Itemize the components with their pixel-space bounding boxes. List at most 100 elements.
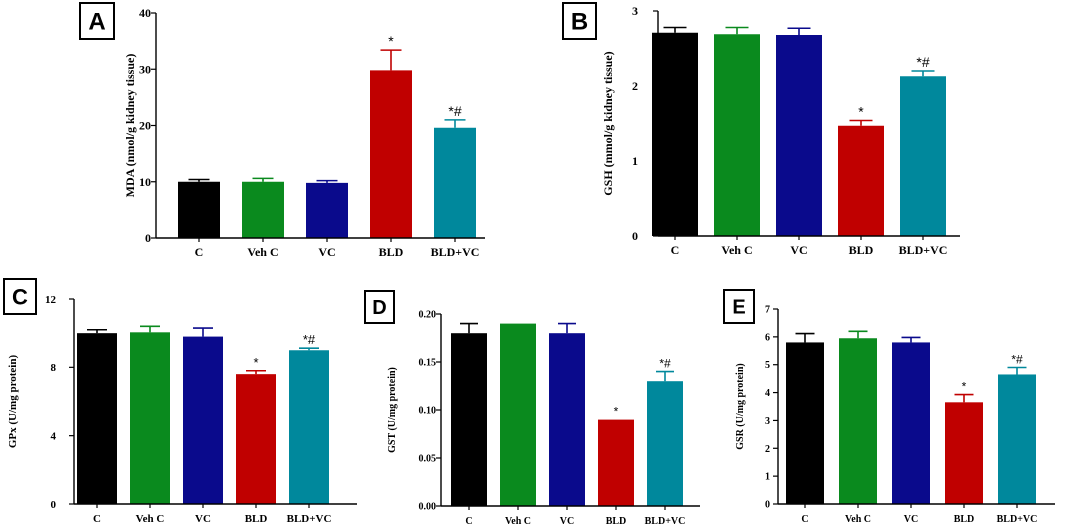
panel-label: B xyxy=(571,9,588,36)
bar-c xyxy=(451,333,487,506)
significance-label: *# xyxy=(916,54,929,70)
chart-panel-a: A C Veh C VC * BLD *# BLD+VC 0 10 20 30 40 MDA (nmol/… xyxy=(79,2,485,259)
y-tick-label: 0.00 xyxy=(419,502,437,513)
y-tick-label: 1 xyxy=(765,472,770,483)
y-axis-label: GPx (U/mg protein) xyxy=(7,355,19,449)
y-tick-label: 40 xyxy=(139,6,151,20)
y-tick-label: 2 xyxy=(765,444,770,455)
y-axis-label: MDA (nmol/g kidney tissue) xyxy=(123,54,137,198)
bar-veh-c xyxy=(242,181,284,238)
chart-panel-c: C C Veh C VC * BLD *# BLD+VC 0 4 8 12 GPx (U/mg prot… xyxy=(3,278,357,525)
chart-panel-d: D C Veh C VC * BLD *# BLD+VC 0.00 0.05 0.10 0.15 0.2… xyxy=(364,290,700,525)
bar-bld-vc xyxy=(647,381,683,506)
bar-vc xyxy=(776,35,822,236)
x-tick-label: BLD xyxy=(379,245,404,259)
x-tick-label: VC xyxy=(195,513,211,525)
x-tick-label: Veh C xyxy=(721,243,752,257)
bar-c xyxy=(786,342,824,504)
chart-panel-e: E C Veh C VC * BLD *# BLD+VC 0 1 2 3 4 5 6 7 GSR (U/mg p… xyxy=(723,289,1055,525)
x-tick-label: C xyxy=(93,513,101,525)
y-tick-label: 0.15 xyxy=(419,358,437,369)
panel-label-box xyxy=(3,278,37,315)
y-tick-label: 3 xyxy=(632,4,638,18)
bar-vc xyxy=(892,342,930,504)
significance-label: * xyxy=(858,104,864,120)
bar-bld xyxy=(838,125,884,236)
bar-bld-vc xyxy=(289,350,329,504)
y-tick-label: 10 xyxy=(139,175,151,189)
y-tick-label: 0.05 xyxy=(419,454,437,465)
y-tick-label: 3 xyxy=(765,416,770,427)
panel-label-box xyxy=(723,289,755,324)
bar-vc xyxy=(183,336,223,504)
y-tick-label: 4 xyxy=(765,388,770,399)
bar-veh-c xyxy=(500,323,536,506)
x-tick-label: BLD+VC xyxy=(645,516,686,525)
bar-bld-vc xyxy=(900,76,946,236)
y-tick-label: 5 xyxy=(765,360,770,371)
x-tick-label: Veh C xyxy=(136,513,165,525)
y-tick-label: 30 xyxy=(139,62,151,76)
chart-panel-b: B C Veh C VC * BLD *# BLD+VC 0 1 2 3 GSH (mmol/g kid… xyxy=(562,2,960,257)
panel-label: D xyxy=(372,297,386,319)
bar-veh-c xyxy=(130,332,170,504)
bar-c xyxy=(652,32,698,236)
x-tick-label: BLD xyxy=(245,513,268,525)
y-tick-label: 1 xyxy=(632,154,638,168)
panel-label: E xyxy=(732,297,745,319)
panel-label-box xyxy=(364,290,395,324)
x-tick-label: Veh C xyxy=(247,245,278,259)
panel-label-box xyxy=(79,2,115,40)
bar-bld-vc xyxy=(434,127,476,238)
bar-bld-vc xyxy=(998,374,1036,504)
bar-c xyxy=(178,181,220,238)
bar-bld xyxy=(945,402,983,504)
bar-c xyxy=(77,333,117,504)
x-tick-label: Veh C xyxy=(505,516,531,525)
y-tick-label: 7 xyxy=(765,305,770,316)
significance-label: *# xyxy=(1011,353,1023,367)
bar-veh-c xyxy=(714,34,760,236)
bar-bld xyxy=(236,374,276,504)
y-tick-label: 0.20 xyxy=(419,310,437,321)
y-axis-label: GSH (mmol/g kidney tissue) xyxy=(601,51,615,195)
y-tick-label: 0.10 xyxy=(419,406,437,417)
significance-label: * xyxy=(388,33,394,49)
significance-label: *# xyxy=(659,357,671,371)
y-tick-label: 0 xyxy=(632,229,638,243)
x-tick-label: BLD+VC xyxy=(287,513,332,525)
x-tick-label: BLD+VC xyxy=(997,514,1038,525)
x-tick-label: BLD xyxy=(954,514,975,525)
x-tick-label: C xyxy=(195,245,204,259)
y-tick-label: 2 xyxy=(632,79,638,93)
x-tick-label: VC xyxy=(904,514,918,525)
x-tick-label: VC xyxy=(318,245,335,259)
x-tick-label: C xyxy=(465,516,472,525)
x-tick-label: BLD xyxy=(849,243,874,257)
bar-vc xyxy=(306,182,348,238)
y-tick-label: 12 xyxy=(45,294,57,306)
y-tick-label: 4 xyxy=(51,431,57,443)
significance-label: * xyxy=(614,405,619,419)
x-tick-label: C xyxy=(801,514,808,525)
x-tick-label: BLD xyxy=(606,516,627,525)
y-axis-label: GST (U/mg protein) xyxy=(387,367,398,453)
x-tick-label: Veh C xyxy=(845,514,871,525)
y-axis-label: GSR (U/mg protein) xyxy=(735,363,746,449)
x-tick-label: C xyxy=(671,243,680,257)
panel-label-box xyxy=(562,2,597,40)
x-tick-label: VC xyxy=(560,516,574,525)
y-tick-label: 0 xyxy=(51,499,57,511)
y-tick-label: 0 xyxy=(145,231,151,245)
x-tick-label: BLD+VC xyxy=(431,245,480,259)
x-tick-label: BLD+VC xyxy=(899,243,948,257)
y-tick-label: 0 xyxy=(765,500,770,511)
panel-label: A xyxy=(88,9,105,36)
significance-label: * xyxy=(253,355,258,370)
significance-label: * xyxy=(962,380,967,394)
significance-label: *# xyxy=(448,103,461,119)
y-tick-label: 8 xyxy=(51,362,57,374)
x-tick-label: VC xyxy=(790,243,807,257)
panel-label: C xyxy=(12,284,28,309)
